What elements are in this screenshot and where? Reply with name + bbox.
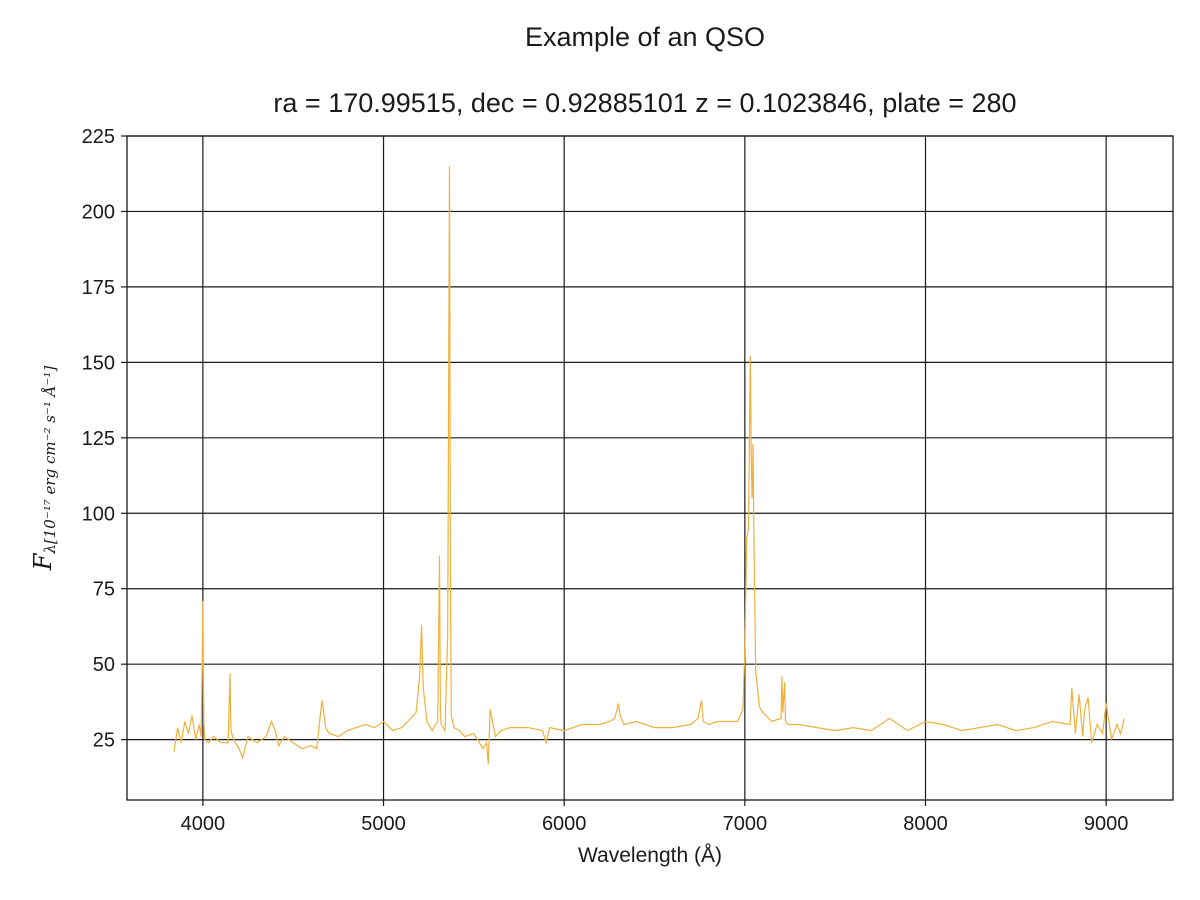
x-axis-label: Wavelength (Å) bbox=[578, 844, 722, 867]
x-tick-label: 6000 bbox=[542, 813, 587, 835]
y-tick-label: 225 bbox=[82, 126, 115, 148]
gridlines bbox=[127, 135, 1173, 800]
y-tick-label: 25 bbox=[93, 730, 115, 752]
y-tick-label: 50 bbox=[93, 654, 115, 676]
y-tick-label: 125 bbox=[82, 428, 115, 450]
y-tick-label: 100 bbox=[82, 503, 115, 525]
y-axis-label-sub: λ[10⁻¹⁷ erg cm⁻² s⁻¹ Å⁻¹] bbox=[41, 365, 59, 554]
chart-subtitle: ra = 170.99515, dec = 0.92885101 z = 0.1… bbox=[273, 88, 1017, 118]
y-tick-label: 200 bbox=[82, 201, 115, 223]
y-axis-label-main: F bbox=[29, 553, 57, 571]
x-tick-label: 4000 bbox=[181, 813, 226, 835]
plot-frame bbox=[126, 135, 1174, 801]
chart-title: Example of an QSO bbox=[524, 22, 766, 52]
spectrum-line bbox=[173, 166, 1125, 764]
x-tick-label: 9000 bbox=[1084, 813, 1129, 835]
y-tick-label: 75 bbox=[93, 579, 115, 601]
y-tick-label: 150 bbox=[82, 352, 115, 374]
y-tick-label: 175 bbox=[82, 277, 115, 299]
x-tick-label: 7000 bbox=[723, 813, 768, 835]
y-axis-label: Fλ[10⁻¹⁷ erg cm⁻² s⁻¹ Å⁻¹] bbox=[29, 366, 59, 571]
x-tick-label: 8000 bbox=[903, 813, 948, 835]
x-tick-label: 5000 bbox=[361, 813, 406, 835]
axis-ticks: 4000 5000 6000 7000 8000 9000 25 50 75 100 125 150 1… bbox=[82, 126, 1129, 835]
